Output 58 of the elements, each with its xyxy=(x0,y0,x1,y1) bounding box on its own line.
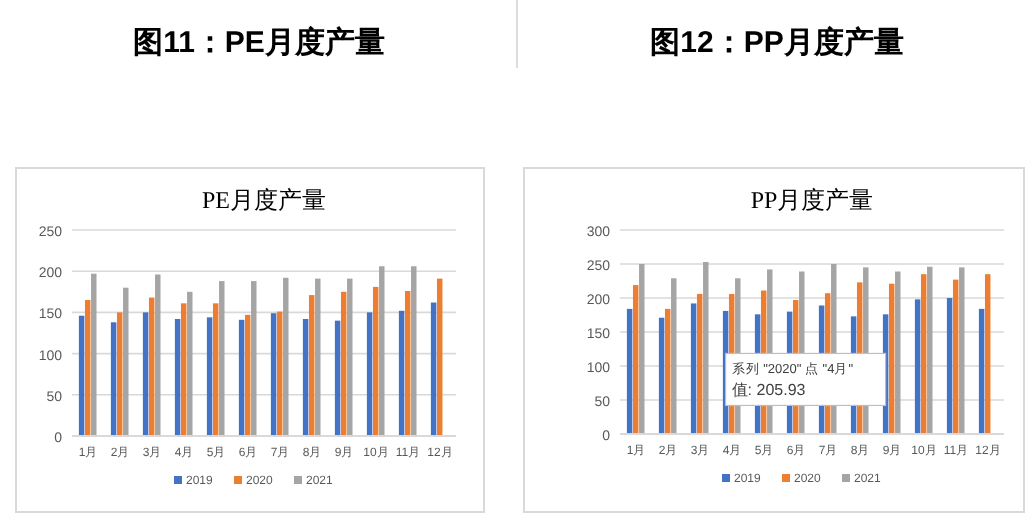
bar xyxy=(978,308,985,434)
bar xyxy=(671,278,677,434)
bar xyxy=(959,267,965,434)
bar xyxy=(340,291,347,436)
bar xyxy=(142,312,149,436)
bar xyxy=(212,303,219,436)
bar xyxy=(116,312,123,436)
bar xyxy=(174,318,181,436)
bar xyxy=(984,274,991,434)
bar xyxy=(952,279,959,434)
bar xyxy=(639,264,645,434)
chart-title: 图12：PP月度产量 xyxy=(650,24,904,60)
bar xyxy=(946,298,953,434)
bar xyxy=(148,297,155,436)
bar xyxy=(123,287,129,436)
bar xyxy=(398,310,405,436)
bar xyxy=(347,278,353,436)
bar xyxy=(308,295,315,436)
bar xyxy=(927,266,933,434)
bar xyxy=(658,317,665,434)
bar xyxy=(251,281,257,436)
bar xyxy=(404,290,411,436)
bar xyxy=(315,278,321,436)
bar xyxy=(690,303,697,434)
bar xyxy=(219,281,225,436)
bar xyxy=(411,266,417,436)
bar xyxy=(379,266,385,436)
bar xyxy=(914,299,921,434)
bar xyxy=(895,271,901,434)
bar xyxy=(78,315,85,436)
bar xyxy=(888,283,895,434)
bar xyxy=(187,291,193,436)
bar xyxy=(664,308,671,434)
chart-title: 图11：PE月度产量 xyxy=(133,24,385,60)
bar xyxy=(270,313,277,436)
bar xyxy=(920,274,927,434)
bar xyxy=(283,277,289,436)
bar xyxy=(302,318,309,436)
bar xyxy=(632,285,639,434)
bar xyxy=(372,286,379,436)
bar xyxy=(244,314,251,436)
bar xyxy=(430,302,437,436)
chart-subtitle: PP月度产量 xyxy=(750,186,874,214)
bar xyxy=(238,319,245,436)
bar xyxy=(436,278,443,436)
bar xyxy=(206,317,213,436)
chart-subtitle: PE月度产量 xyxy=(201,186,327,214)
bar xyxy=(180,303,187,436)
bar xyxy=(696,293,703,434)
bar xyxy=(703,261,709,434)
bar xyxy=(366,312,373,436)
bar xyxy=(91,273,97,436)
bar xyxy=(84,300,91,436)
bar xyxy=(110,322,117,436)
bar xyxy=(334,320,341,436)
bar xyxy=(276,311,283,436)
bar xyxy=(155,274,161,436)
bar xyxy=(626,308,633,434)
